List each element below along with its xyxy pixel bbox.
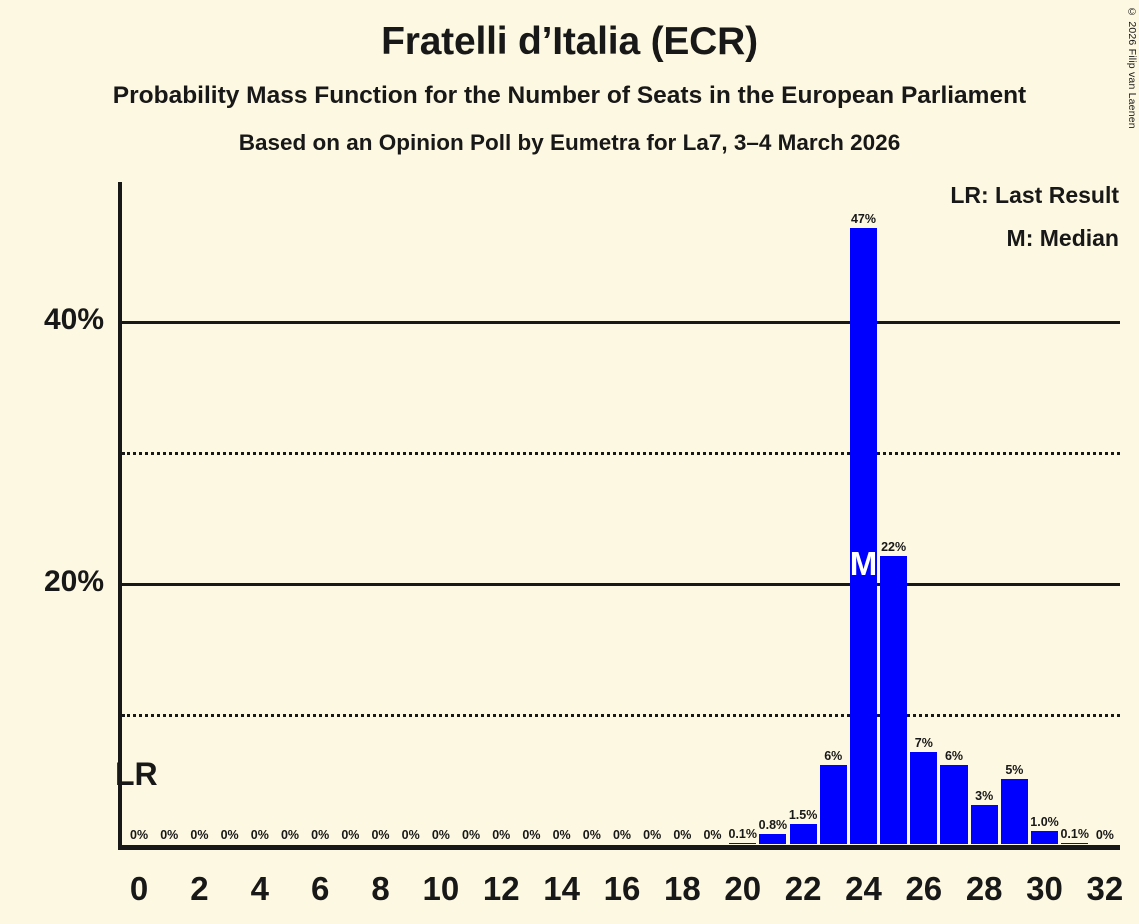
chart-legend: LR: Last Result M: Median <box>950 184 1119 270</box>
bar-seat-22 <box>789 824 817 844</box>
x-axis-label-18: 18 <box>664 870 701 907</box>
bar-value-label-seat-9: 0% <box>401 828 420 842</box>
bar-value-label-seat-5: 0% <box>280 828 300 842</box>
last-result-marker: LR <box>115 755 158 792</box>
bar-value-label-seat-23: 6% <box>824 749 843 764</box>
bar-value-label-seat-13: 0% <box>522 828 541 842</box>
bar-seat-27 <box>940 765 968 844</box>
bar-seat-31 <box>1061 842 1089 844</box>
x-axis-label-22: 22 <box>784 870 822 907</box>
bar-value-label-seat-29: 5% <box>1005 762 1024 777</box>
x-axis-line <box>118 845 1120 850</box>
bar-value-label-seat-7: 0% <box>341 828 360 842</box>
bar-value-label-seat-11: 0% <box>462 828 481 842</box>
bar-value-label-seat-31: 0.1% <box>1060 826 1089 841</box>
bar-value-label-seat-21: 0.8% <box>758 817 788 832</box>
bar-value-label-seat-20: 0.1% <box>728 826 757 841</box>
bar-seat-24 <box>849 228 878 844</box>
bar-value-label-seat-26: 7% <box>914 736 933 751</box>
x-axis-label-20: 20 <box>724 870 762 907</box>
y-axis-line <box>118 182 122 849</box>
title-block: Fratelli d’Italia (ECR) Probability Mass… <box>0 0 1139 154</box>
bar-value-label-seat-28: 3% <box>975 788 994 803</box>
bar-value-label-seat-30: 1.0% <box>1030 814 1059 829</box>
x-axis-label-30: 30 <box>1026 870 1063 907</box>
bar-value-label-seat-8: 0% <box>371 828 390 842</box>
bar-value-label-seat-10: 0% <box>431 828 450 842</box>
chart-subtitle: Probability Mass Function for the Number… <box>112 82 1027 109</box>
legend-item-last-result: LR: Last Result <box>950 182 1119 208</box>
x-axis-label-28: 28 <box>965 870 1003 907</box>
bar-seat-21 <box>759 833 787 844</box>
x-axis-label-16: 16 <box>603 870 641 907</box>
bar-value-label-seat-2: 0% <box>190 828 209 842</box>
median-marker: M <box>849 545 878 582</box>
x-axis-label-26: 26 <box>905 870 943 907</box>
chart-source-subtitle: Based on an Opinion Poll by Eumetra for … <box>238 129 901 155</box>
legend-item-median: M: Median <box>1006 225 1119 251</box>
gridline-40pct <box>122 321 1120 324</box>
bar-seat-26 <box>910 752 938 844</box>
bar-value-label-seat-14: 0% <box>552 828 571 842</box>
x-axis-label-14: 14 <box>543 870 580 907</box>
bar-value-label-seat-3: 0% <box>220 828 239 842</box>
x-axis-label-4: 4 <box>250 870 269 907</box>
page-title: Fratelli d’Italia (ECR) <box>381 20 758 63</box>
bar-value-label-seat-22: 1.5% <box>788 808 818 823</box>
bar-seat-30 <box>1030 830 1059 844</box>
x-axis-label-8: 8 <box>371 870 390 907</box>
bar-value-label-seat-32: 0% <box>1095 828 1114 842</box>
plot-area: 0% 0% 0% 0% 0% 0% 0% 0% 0% 0% 0% 0% 0% 0% 0% 0% 0% 0% 0% 0%… <box>118 182 1120 850</box>
x-axis-label-32: 32 <box>1086 870 1124 907</box>
bar-value-label-seat-16: 0% <box>612 828 632 842</box>
gridline-20pct <box>122 583 1120 586</box>
bar-seat-28 <box>970 804 998 844</box>
bar-value-label-seat-27: 6% <box>944 749 964 764</box>
bar-seat-23 <box>819 765 847 844</box>
copyright-notice: © 2026 Filip van Laenen <box>1126 6 1138 129</box>
bar-seat-29 <box>1000 778 1028 844</box>
bar-value-label-seat-17: 0% <box>643 828 662 842</box>
bar-value-label-seat-18: 0% <box>673 828 692 842</box>
bar-value-label-seat-0: 0% <box>130 828 149 842</box>
x-axis-label-0: 0 <box>129 870 149 907</box>
y-axis-label-20pct: 20% <box>43 565 104 598</box>
bar-seat-25 <box>880 555 908 844</box>
bar-value-label-seat-19: 0% <box>703 828 722 842</box>
x-axis-label-6: 6 <box>310 870 330 907</box>
bar-seat-20 <box>729 842 757 844</box>
x-axis-label-10: 10 <box>422 870 460 907</box>
bar-value-label-seat-25: 22% <box>881 539 907 554</box>
x-axis-label-12: 12 <box>482 870 520 907</box>
gridline-30pct <box>122 452 1120 455</box>
bar-value-label-seat-24: 47% <box>850 212 876 227</box>
bar-value-label-seat-6: 0% <box>311 828 330 842</box>
bar-value-label-seat-15: 0% <box>582 828 601 842</box>
bar-value-label-seat-4: 0% <box>250 828 269 842</box>
x-axis-label-2: 2 <box>190 870 209 907</box>
x-axis-label-24: 24 <box>845 870 882 907</box>
bar-value-label-seat-1: 0% <box>160 828 179 842</box>
y-axis-label-40pct: 40% <box>43 303 104 336</box>
gridline-10pct <box>122 714 1120 717</box>
bar-value-label-seat-12: 0% <box>492 828 511 842</box>
